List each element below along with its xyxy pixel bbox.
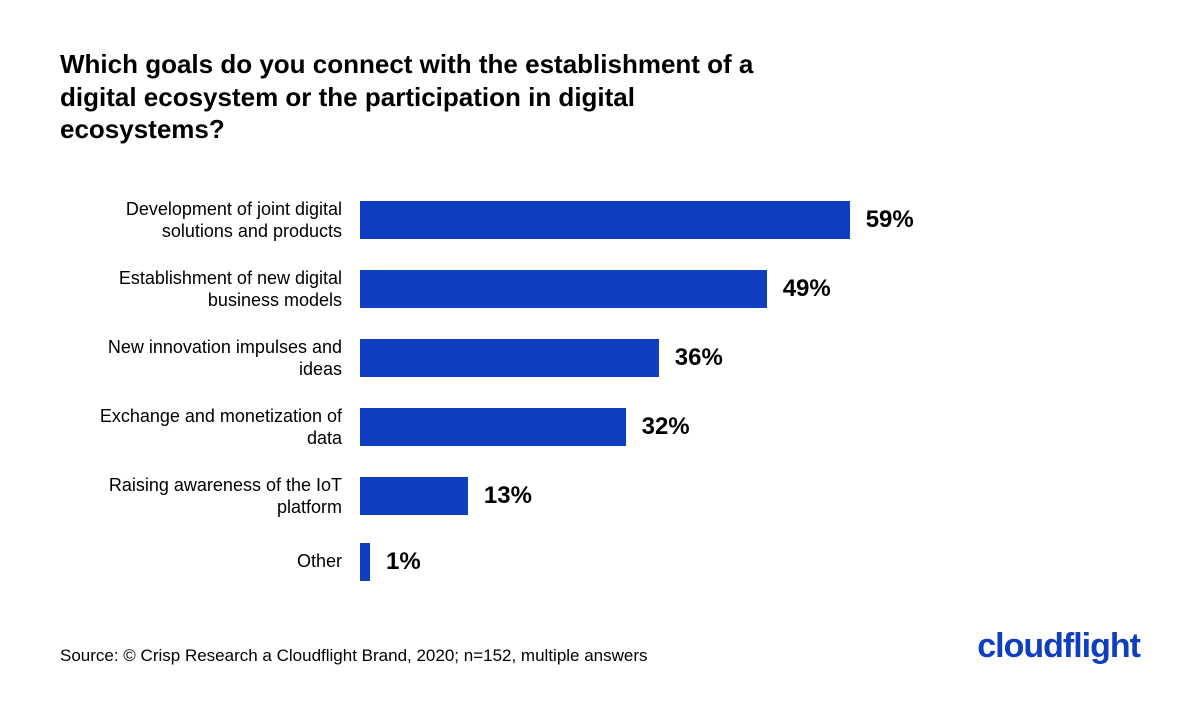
- chart-container: Which goals do you connect with the esta…: [0, 0, 1200, 706]
- bar: [360, 270, 767, 308]
- bar-value: 36%: [675, 344, 723, 372]
- bar-wrap: 36%: [360, 339, 1140, 377]
- bar-wrap: 1%: [360, 543, 1140, 581]
- bar-value: 59%: [866, 206, 914, 234]
- bar-label: New innovation impulses and ideas: [60, 336, 360, 381]
- bar-wrap: 13%: [360, 477, 1140, 515]
- bar-wrap: 32%: [360, 408, 1140, 446]
- bar: [360, 543, 370, 581]
- bar-value: 32%: [642, 413, 690, 441]
- brand-logo: cloudflight: [977, 627, 1140, 666]
- bar-label: Exchange and monetization of data: [60, 405, 360, 450]
- bar-value: 1%: [386, 548, 421, 576]
- bar-wrap: 59%: [360, 201, 1140, 239]
- footer: Source: © Crisp Research a Cloudflight B…: [60, 627, 1140, 666]
- bar-row: New innovation impulses and ideas 36%: [60, 336, 1140, 381]
- chart-title: Which goals do you connect with the esta…: [60, 48, 760, 146]
- bar-row: Exchange and monetization of data 32%: [60, 405, 1140, 450]
- bar-value: 13%: [484, 482, 532, 510]
- bar-value: 49%: [783, 275, 831, 303]
- bar: [360, 408, 626, 446]
- bar-wrap: 49%: [360, 270, 1140, 308]
- bar: [360, 477, 468, 515]
- bar-row: Raising awareness of the IoT platform 13%: [60, 474, 1140, 519]
- bar-label: Development of joint digital solutions a…: [60, 198, 360, 243]
- bar: [360, 201, 850, 239]
- source-text: Source: © Crisp Research a Cloudflight B…: [60, 646, 648, 666]
- bar: [360, 339, 659, 377]
- bar-label: Raising awareness of the IoT platform: [60, 474, 360, 519]
- bar-row: Establishment of new digital business mo…: [60, 267, 1140, 312]
- bar-row: Other 1%: [60, 543, 1140, 581]
- chart-area: Development of joint digital solutions a…: [60, 198, 1140, 667]
- bar-label: Other: [60, 550, 360, 573]
- bar-label: Establishment of new digital business mo…: [60, 267, 360, 312]
- bar-row: Development of joint digital solutions a…: [60, 198, 1140, 243]
